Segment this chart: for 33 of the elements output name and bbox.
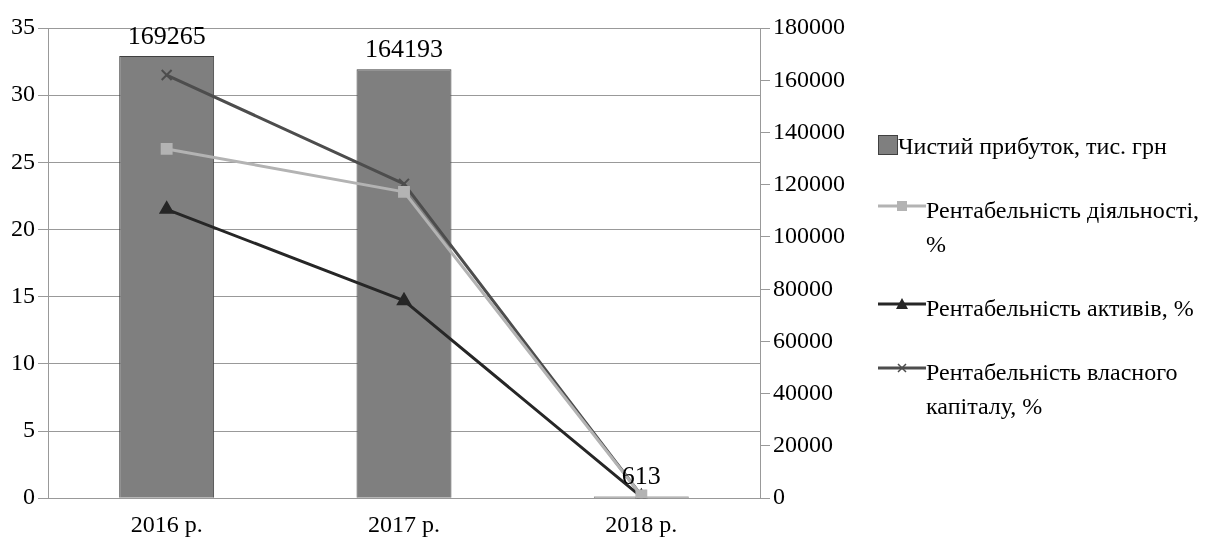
y2-tick-label: 80000 [773,274,833,301]
y-tick-label: 0 [23,483,35,510]
x-tick-label: 2016 р. [130,510,203,537]
y2-tick-label: 40000 [773,379,833,406]
y-tick-label: 20 [11,214,35,241]
x-tick-label: 2017 р. [368,510,440,537]
point [159,201,174,214]
data-label: 169265 [127,20,206,50]
y2-tick-label: 180000 [773,13,845,40]
y-tick-label: 10 [11,349,35,376]
y2-tick-label: 0 [773,483,785,510]
point [160,69,173,81]
data-label: 613 [621,461,661,491]
point [398,185,410,198]
y-tick-label: 25 [11,147,35,174]
legend-label: Рентабельність діяльності, % [926,195,1201,259]
y2-tick-label: 100000 [773,222,845,249]
x-tick-label: 2018 р. [605,510,678,537]
y2-tick-label: 120000 [773,170,845,197]
point [396,292,412,306]
y-tick-label: 30 [11,80,35,107]
y2-tick-label: 160000 [773,65,845,92]
point [160,142,173,155]
data-label: 164193 [365,34,443,64]
y-tick-label: 35 [11,13,35,40]
legend-label: Рентабельність власного капіталу, % [926,357,1179,421]
legend-label: Чистий прибуток, тис. грн [898,131,1167,161]
y2-tick-label: 20000 [773,431,833,458]
y2-tick-label: 140000 [773,117,845,144]
y-tick-label: 5 [23,416,35,443]
y2-tick-label: 60000 [773,326,833,353]
legend-label: Рентабельність активів, % [926,293,1194,323]
y-tick-label: 15 [11,281,35,308]
